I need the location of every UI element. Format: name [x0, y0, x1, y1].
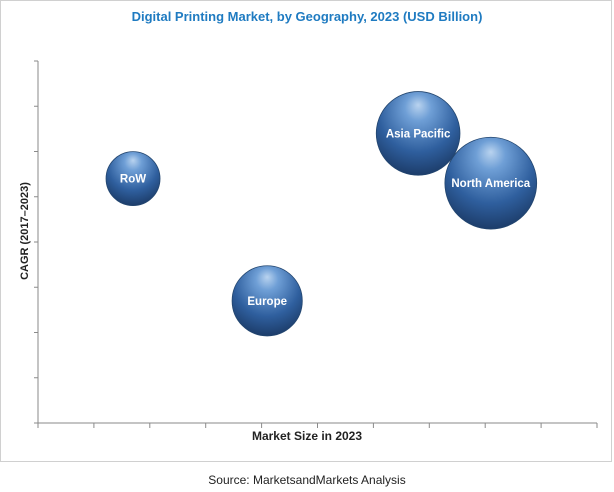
bubble-asia-pacific-circle — [375, 91, 461, 176]
bubbles: RoW Europe Asia Pacific North America — [105, 91, 538, 337]
bubble-europe-circle — [231, 265, 303, 337]
x-axis-label: Market Size in 2023 — [251, 429, 363, 443]
bubble-north-america: North America — [444, 136, 538, 230]
bubble-north-america-label: North America — [451, 178, 530, 190]
axes — [34, 60, 598, 428]
source-note: Source: MarketsandMarkets Analysis — [208, 473, 406, 487]
bubble-row-label: RoW — [120, 174, 146, 186]
bubble-north-america-circle — [444, 136, 538, 230]
bubble-row-circle — [105, 151, 161, 207]
bubble-row: RoW — [105, 151, 161, 207]
bubble-plot: RoW Europe Asia Pacific North America — [34, 60, 598, 428]
chart-title: Digital Printing Market, by Geography, 2… — [131, 9, 483, 24]
bubble-asia-pacific: Asia Pacific — [375, 91, 461, 176]
chart-frame: Digital Printing Market, by Geography, 2… — [0, 0, 612, 462]
bubble-asia-pacific-label: Asia Pacific — [386, 128, 451, 140]
bubble-europe: Europe — [231, 265, 303, 337]
bubble-europe-label: Europe — [247, 296, 287, 308]
